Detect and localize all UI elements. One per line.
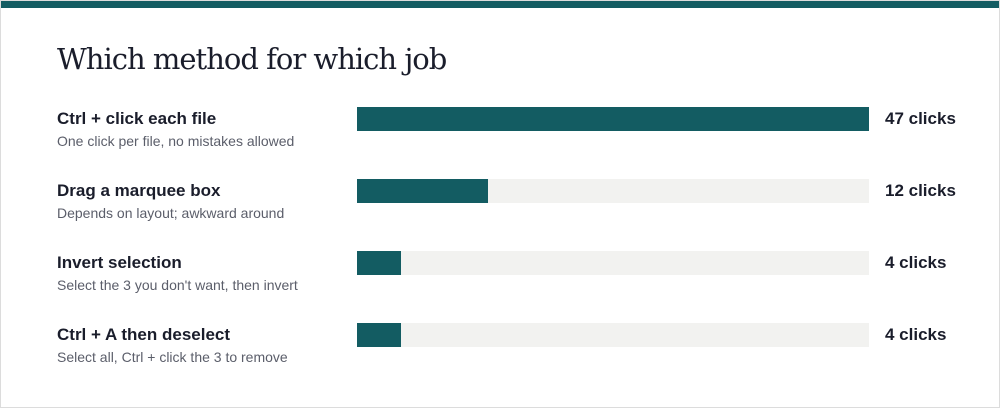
bar-sublabel: Select all, Ctrl + click the 3 to remove [57, 349, 288, 365]
bar-sublabel: Select the 3 you don't want, then invert [57, 277, 298, 293]
bar-rows: Ctrl + click each file One click per fil… [1, 105, 999, 393]
bar-row: Ctrl + A then deselect Select all, Ctrl … [1, 321, 999, 393]
accent-top-bar [1, 1, 999, 8]
bar-track [357, 179, 869, 203]
bar-track [357, 107, 869, 131]
bar-fill [357, 251, 401, 275]
chart-title: Which method for which job [57, 42, 447, 76]
bar-track [357, 323, 869, 347]
bar-fill [357, 323, 401, 347]
bar-label: Drag a marquee box [57, 181, 221, 200]
bar-value-label: 47 clicks [885, 109, 956, 128]
bar-label: Ctrl + click each file [57, 109, 217, 128]
bar-row: Drag a marquee box Depends on layout; aw… [1, 177, 999, 249]
bar-row: Invert selection Select the 3 you don't … [1, 249, 999, 321]
bar-label: Invert selection [57, 253, 182, 272]
bar-sublabel: Depends on layout; awkward around [57, 205, 285, 221]
bar-fill [357, 107, 869, 131]
bar-value-label: 12 clicks [885, 181, 956, 200]
bar-sublabel: One click per file, no mistakes allowed [57, 133, 295, 149]
bar-row: Ctrl + click each file One click per fil… [1, 105, 999, 177]
bar-track [357, 251, 869, 275]
bar-value-label: 4 clicks [885, 253, 947, 272]
bar-value-label: 4 clicks [885, 325, 947, 344]
bar-fill [357, 179, 488, 203]
bar-label: Ctrl + A then deselect [57, 325, 231, 344]
